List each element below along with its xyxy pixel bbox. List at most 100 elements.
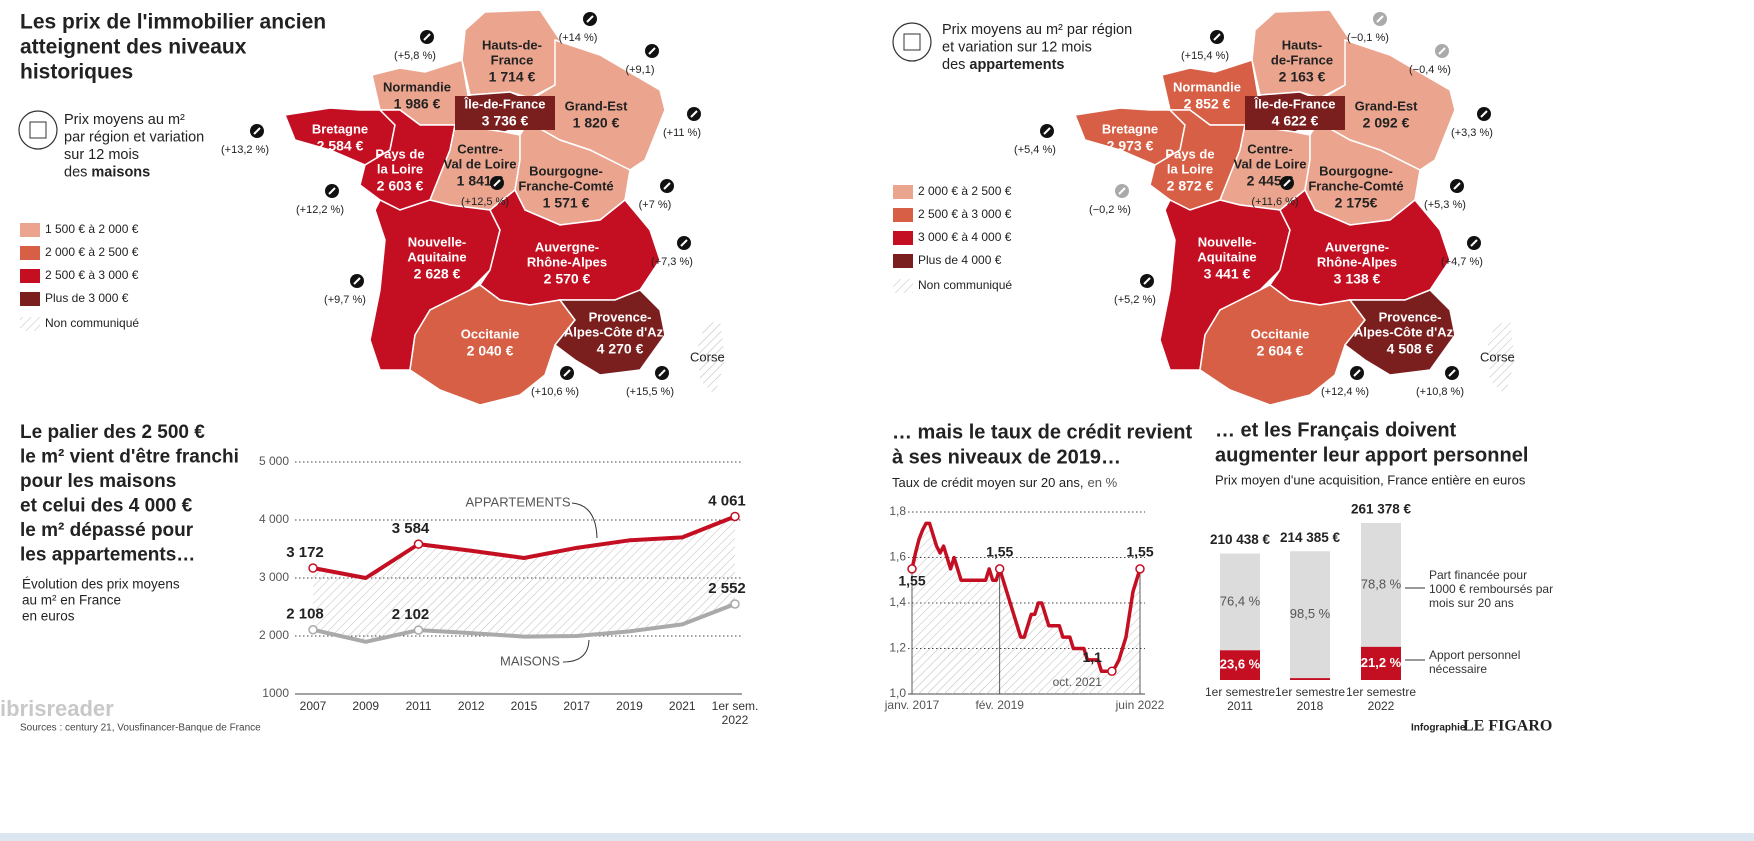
series-label: Apport personnel nécessaire [1429, 648, 1521, 676]
x-tick-label: 2017 [563, 699, 591, 713]
legend-label: Plus de 3 000 € [45, 291, 129, 305]
legend-swatch [20, 246, 40, 260]
x-tick-label: 2015 [510, 699, 538, 713]
data-label: 1,55 [898, 573, 925, 589]
region-change: (+7 %) [639, 199, 672, 211]
bar-segment [1361, 646, 1401, 680]
hatch-area [313, 516, 735, 642]
region-name: Bourgogne- [1319, 163, 1393, 178]
region-price: 3 138 € [1334, 271, 1381, 287]
data-label: 21,2 % [1361, 655, 1402, 670]
region-name: Île-de-France [464, 96, 546, 111]
x-tick-label: 2012 [457, 699, 485, 713]
region-name: Alpes-Côte d'Azur [1354, 324, 1466, 339]
region-change: (−0,4 %) [1409, 64, 1451, 76]
series-line [312, 602, 736, 644]
region-change: (+11 %) [663, 127, 701, 139]
region-change: (+5,2 %) [1114, 294, 1156, 306]
map-subtitle-line: des [64, 164, 87, 180]
y-tick-label: 1000 [262, 686, 289, 700]
y-tick-label: 1,6 [889, 550, 906, 564]
data-label: 1,1 [1082, 649, 1102, 665]
region-name: de-France [1271, 52, 1333, 67]
region-corse [1488, 320, 1515, 395]
y-tick-label: 1,4 [889, 595, 906, 609]
region-name: Provence- [589, 309, 652, 324]
legend-label: 2 000 € à 2 500 € [45, 245, 139, 259]
x-tick-label: janv. 2017 [884, 698, 940, 712]
bar-segment [1290, 678, 1330, 680]
region-name: Aquitaine [1197, 249, 1256, 264]
region-price: 2 175€ [1335, 195, 1378, 211]
chart-subtitle: Évolution des prix moyens [22, 577, 180, 592]
chart-title: pour les maisons [20, 471, 176, 492]
region-change: (−0,2 %) [1089, 204, 1131, 216]
region-change: (+15,4 %) [1181, 50, 1229, 62]
data-label: 1,55 [986, 544, 1013, 560]
region-name: Normandie [383, 79, 451, 94]
map-subtitle-bold: appartements [969, 57, 1064, 73]
legend-label: 2 500 € à 3 000 € [918, 207, 1012, 221]
region-name: Hauts-de- [482, 37, 542, 52]
chart-title: le m² vient d'être franchi [20, 447, 239, 468]
y-tick-label: 4 000 [259, 512, 289, 526]
point [994, 564, 1005, 574]
data-label: 23,6 % [1220, 657, 1261, 672]
legend-label: 3 000 € à 4 000 € [918, 230, 1012, 244]
chart-subtitle: au m² en France [22, 593, 121, 608]
map-title: atteignent des niveaux [20, 36, 247, 59]
region-change: (+5,4 %) [1014, 144, 1056, 156]
bar-segment [1220, 553, 1260, 651]
trend-icon-mark [1453, 182, 1461, 190]
house-icon-body [29, 121, 47, 139]
legend-label: Non communiqué [45, 316, 139, 330]
region-change: (+12,4 %) [1321, 386, 1369, 398]
region-change: (+5,8 %) [394, 50, 436, 62]
region [461, 9, 561, 99]
label-box [1245, 96, 1345, 130]
region-price: 1 820 € [573, 115, 620, 131]
region-change: (+10,8 %) [1416, 386, 1464, 398]
data-label: 78,8 % [1361, 576, 1402, 591]
point [730, 511, 740, 522]
trend-icon-mark [1480, 110, 1488, 118]
region-price: 2 092 € [1363, 115, 1410, 131]
region-change: (−0,1 %) [1347, 32, 1389, 44]
point [907, 564, 917, 574]
y-tick-label: 5 000 [259, 454, 289, 468]
region-name: Nouvelle- [1198, 234, 1257, 249]
point [1135, 564, 1145, 574]
point [413, 625, 424, 635]
map-title: Les prix de l'immobilier ancien [20, 11, 326, 34]
map-title: historiques [20, 61, 133, 84]
legend-label: 2 500 € à 3 000 € [45, 268, 139, 282]
annotation-arrow [571, 502, 598, 539]
region [1343, 289, 1456, 376]
region-price: 1 714 € [489, 69, 536, 85]
region-name: Alpes-Côte d'Azur [564, 324, 676, 339]
corse-label: Corse [690, 349, 725, 364]
trend-icon-mark [1448, 369, 1456, 377]
region-change: (+4,7 %) [1441, 256, 1483, 268]
trend-icon-mark [648, 47, 656, 55]
region-name: Bretagne [1102, 121, 1158, 136]
region-price: 2 163 € [1279, 69, 1326, 85]
x-tick-label: juin 2022 [1115, 698, 1165, 712]
trend-icon-mark [658, 369, 666, 377]
region-name: Nouvelle- [408, 234, 467, 249]
region-change: (+13,2 %) [221, 144, 269, 156]
annotation-arrow [562, 639, 590, 663]
label-box [455, 96, 555, 130]
region-price: 2 872 € [1167, 178, 1214, 194]
legend-label: 2 000 € à 2 500 € [918, 184, 1012, 198]
x-tick-label: 2019 [616, 699, 643, 713]
region-price: 2 040 € [467, 343, 514, 359]
map: Corse Bretagne 2 584 € (+13,2 %) Normandie 1 … [221, 9, 725, 406]
region-change: (+10,6 %) [531, 386, 579, 398]
map-subtitle-line: sur 12 mois [64, 147, 139, 163]
legend-swatch [893, 231, 913, 245]
region-price: 1 571 € [543, 195, 590, 211]
map-subtitle: Prix moyens au m² [64, 112, 185, 128]
annotation: oct. 2021 [1053, 675, 1103, 689]
legend-swatch-hatch [893, 279, 913, 293]
